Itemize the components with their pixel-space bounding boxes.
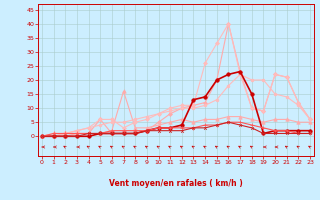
- X-axis label: Vent moyen/en rafales ( km/h ): Vent moyen/en rafales ( km/h ): [109, 179, 243, 188]
